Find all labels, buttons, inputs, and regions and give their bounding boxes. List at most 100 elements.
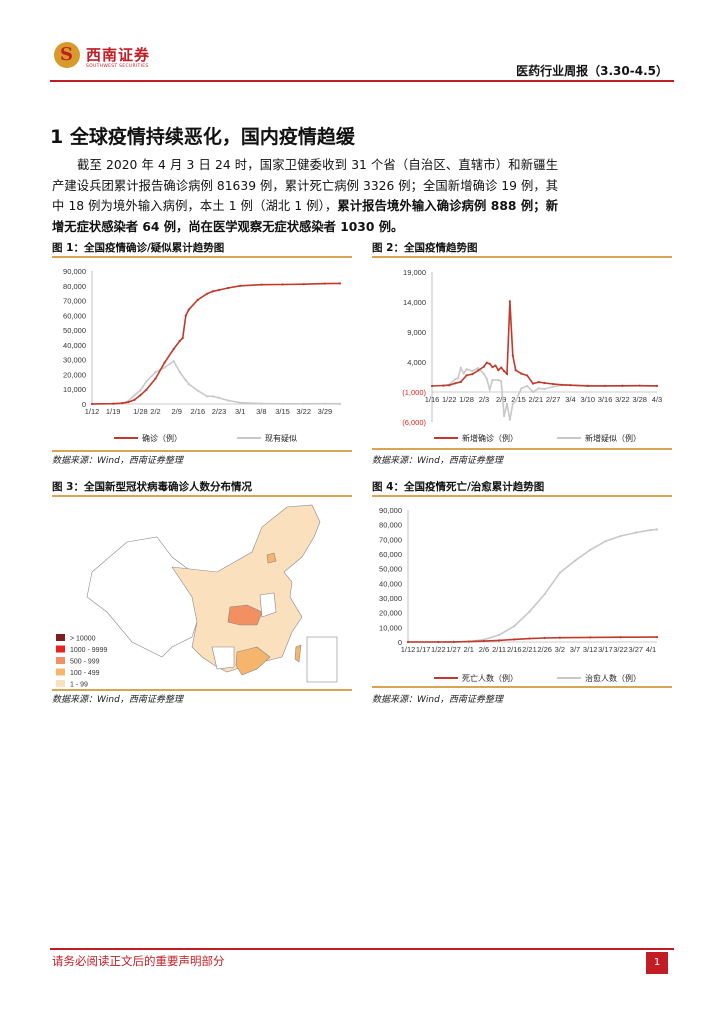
- china-map: > 10000 1000 - 9999 500 - 999 100 - 499 1 - …: [56, 504, 338, 689]
- series-line: [408, 636, 658, 643]
- data-point: [196, 389, 199, 392]
- data-point: [127, 400, 130, 404]
- map-region-guangxi: [211, 646, 235, 670]
- data-point: [172, 347, 175, 351]
- y-tick-label: 40,000: [379, 579, 402, 588]
- map-inset-south-sea: [306, 636, 338, 683]
- data-point: [112, 402, 115, 405]
- summary-paragraph: 截至 2020 年 4 月 3 日 24 时，国家卫健委收到 31 个省（自治区…: [52, 155, 558, 237]
- x-tick-label: 2/15: [511, 395, 526, 404]
- data-point: [260, 283, 263, 286]
- data-point: [452, 640, 455, 643]
- y-tick-label: 80,000: [63, 282, 86, 291]
- data-point: [511, 354, 514, 357]
- data-point: [459, 366, 462, 370]
- data-point: [569, 384, 572, 387]
- series-line: [113, 360, 341, 405]
- x-tick-label: 2/16: [191, 407, 206, 416]
- series-line: [431, 301, 658, 387]
- x-tick-label: 2/23: [212, 407, 227, 416]
- data-point: [619, 636, 622, 639]
- data-point: [226, 399, 230, 402]
- data-point: [558, 571, 561, 574]
- map-region-west: [86, 536, 203, 658]
- data-point: [302, 283, 305, 286]
- data-point: [558, 636, 561, 639]
- data-point: [477, 369, 480, 372]
- data-point: [655, 528, 659, 531]
- data-point: [239, 401, 242, 404]
- y-tick-label: 70,000: [63, 297, 86, 306]
- data-point: [172, 360, 175, 363]
- chart-1: 0 10,000 20,000 30,000 40,000 50,000 60,000 70,…: [63, 267, 342, 443]
- data-point: [537, 381, 540, 384]
- figure-divider: [372, 448, 672, 450]
- y-tick-label: 9,000: [407, 328, 426, 337]
- data-point: [508, 300, 511, 303]
- data-point: [154, 377, 157, 380]
- data-point: [589, 636, 592, 639]
- data-point: [482, 372, 486, 376]
- figure-2-source: 数据来源：Wind，西南证券整理: [372, 456, 503, 466]
- data-point: [503, 370, 506, 373]
- data-point: [196, 298, 199, 301]
- data-point: [178, 370, 181, 374]
- data-point: [503, 414, 506, 418]
- chart-4: 0 10,000 20,000 30,000 40,000 50,000 60,000 70,…: [379, 506, 659, 683]
- y-tick-label: (1,000): [402, 388, 426, 397]
- data-point: [655, 636, 659, 639]
- x-tick-label: 2/1: [464, 645, 474, 654]
- x-tick-label: 1/16: [425, 395, 440, 404]
- data-point: [281, 283, 284, 286]
- paragraph-text: 截至 2020 年 4 月 3 日 24 时，国家卫健委收到 31 个省（自治区…: [52, 158, 558, 213]
- x-tick-label: 2/2: [150, 407, 160, 416]
- data-point: [184, 314, 187, 317]
- data-point: [465, 374, 468, 377]
- x-tick-label: 2/9: [171, 407, 181, 416]
- page-number: 1: [646, 952, 668, 974]
- map-region-guangdong: [235, 646, 271, 676]
- paragraph-bold-text: 累计报告境外输入确诊病例 888 例；新增无症状感染者 64 例，尚在医学观察无…: [52, 199, 558, 234]
- x-tick-label: 4/1: [646, 645, 656, 654]
- legend-label: 1000 - 9999: [70, 647, 107, 654]
- data-point: [226, 286, 230, 290]
- data-point: [239, 284, 242, 287]
- data-point: [205, 395, 209, 398]
- legend-swatch: [56, 657, 65, 664]
- data-point: [163, 366, 166, 369]
- x-tick-label: 1/27: [446, 645, 461, 654]
- y-tick-label: 0: [82, 400, 86, 409]
- x-tick-label: 3/15: [275, 407, 290, 416]
- data-point: [655, 384, 659, 387]
- y-tick-label: 40,000: [63, 341, 86, 350]
- data-point: [471, 369, 474, 373]
- data-point: [491, 366, 494, 369]
- y-tick-label: 50,000: [63, 326, 86, 335]
- x-tick-label: 2/9: [496, 395, 506, 404]
- x-tick-label: 3/28: [632, 395, 647, 404]
- report-title: 医药行业周报（3.30-4.5）: [516, 64, 668, 78]
- y-tick-label: (6,000): [402, 418, 426, 427]
- legend-label: 现有疑似: [265, 433, 297, 443]
- data-point: [619, 534, 622, 538]
- footer-disclaimer: 请务必阅读正文后的重要声明部分: [52, 954, 225, 968]
- data-point: [505, 372, 509, 376]
- y-tick-label: 10,000: [379, 623, 402, 632]
- data-point: [178, 339, 181, 343]
- data-point: [442, 384, 445, 387]
- data-point: [471, 373, 474, 376]
- legend-label: 死亡人数（例）: [462, 673, 518, 683]
- y-tick-label: 90,000: [379, 506, 402, 515]
- data-point: [586, 384, 589, 387]
- data-point: [573, 559, 577, 562]
- y-tick-label: 20,000: [63, 370, 86, 379]
- y-tick-label: 90,000: [63, 267, 86, 276]
- series-line: [408, 528, 658, 643]
- data-point: [121, 402, 124, 405]
- x-tick-label: 3/4: [565, 395, 575, 404]
- x-tick-label: 2/21: [522, 645, 537, 654]
- data-point: [494, 364, 497, 367]
- y-tick-label: 30,000: [63, 356, 86, 365]
- legend-label: 确诊（例）: [142, 433, 182, 443]
